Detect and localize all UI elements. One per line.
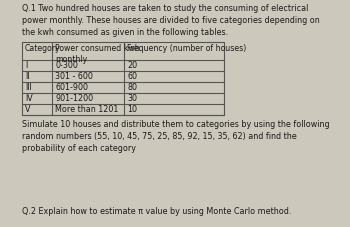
Bar [22,42,224,115]
Text: 30: 30 [127,94,137,103]
Text: III: III [25,83,32,92]
Text: Q.2 Explain how to estimate π value by using Monte Carlo method.: Q.2 Explain how to estimate π value by u… [22,207,291,216]
Text: 20: 20 [127,61,137,70]
Text: 301 - 600: 301 - 600 [55,72,93,81]
Text: Power consumed kwh
monthly: Power consumed kwh monthly [55,44,140,64]
Text: Q.1 Two hundred houses are taken to study the consuming of electrical
power mont: Q.1 Two hundred houses are taken to stud… [22,4,320,37]
Text: V: V [25,105,30,114]
Text: II: II [25,72,29,81]
Text: Simulate 10 houses and distribute them to categories by using the following
rand: Simulate 10 houses and distribute them t… [22,120,330,153]
Text: 10: 10 [127,105,137,114]
Text: IV: IV [25,94,33,103]
Text: Frequency (number of houses): Frequency (number of houses) [127,44,246,53]
Text: I: I [25,61,27,70]
Text: 60: 60 [127,72,137,81]
Text: Category: Category [25,44,61,53]
Text: 601-900: 601-900 [55,83,88,92]
Text: 0-300: 0-300 [55,61,78,70]
Text: 80: 80 [127,83,137,92]
Text: 901-1200: 901-1200 [55,94,93,103]
Text: More than 1201: More than 1201 [55,105,118,114]
